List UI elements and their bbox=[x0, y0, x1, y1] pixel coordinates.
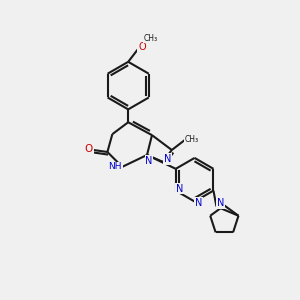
Text: N: N bbox=[145, 156, 153, 166]
Text: N: N bbox=[164, 154, 172, 164]
Text: N: N bbox=[217, 199, 224, 208]
Text: O: O bbox=[138, 42, 146, 52]
Text: N: N bbox=[195, 197, 202, 208]
Text: O: O bbox=[84, 144, 93, 154]
Text: NH: NH bbox=[109, 162, 122, 171]
Text: N: N bbox=[176, 184, 183, 194]
Text: CH₃: CH₃ bbox=[184, 135, 199, 144]
Text: CH₃: CH₃ bbox=[144, 34, 158, 43]
